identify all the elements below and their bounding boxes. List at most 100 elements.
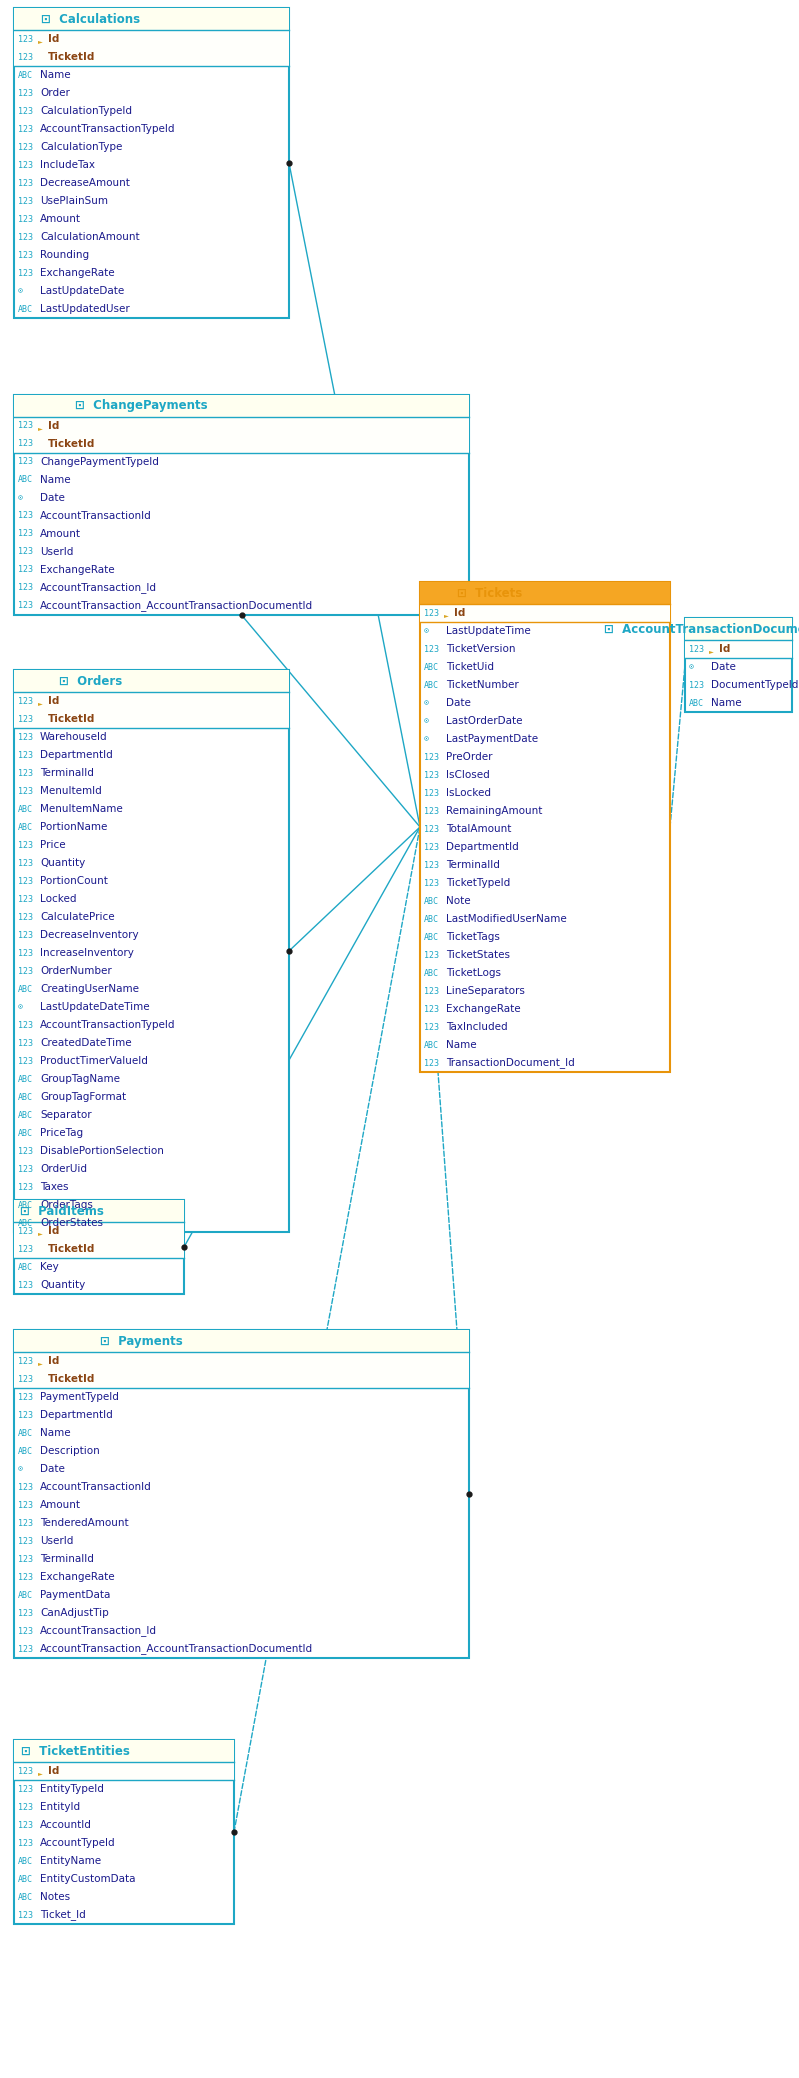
Text: AccountId: AccountId (40, 1820, 92, 1831)
Bar (420, 582, 670, 605)
Text: TerminalId: TerminalId (446, 860, 500, 871)
Text: ABC: ABC (18, 823, 33, 831)
Text: ABC: ABC (18, 1263, 33, 1272)
Text: 123: 123 (18, 840, 33, 850)
Text: TransactionDocument_Id: TransactionDocument_Id (446, 1058, 574, 1068)
Bar (14, 395, 469, 418)
Text: 123: 123 (18, 233, 33, 241)
Text: ABC: ABC (18, 1110, 33, 1120)
Text: 123: 123 (18, 197, 33, 206)
Bar (14, 1199, 184, 1295)
Text: IncreaseInventory: IncreaseInventory (40, 948, 134, 958)
Bar (420, 582, 670, 1072)
Text: LastModifiedUserName: LastModifiedUserName (446, 914, 566, 925)
Text: LastUpdateDate: LastUpdateDate (40, 287, 125, 295)
Text: 123: 123 (18, 143, 33, 152)
Bar (14, 692, 289, 727)
Text: MenuItemName: MenuItemName (40, 804, 123, 815)
Text: DepartmentId: DepartmentId (40, 1411, 113, 1419)
Text: 123: 123 (689, 680, 704, 690)
Text: TicketTags: TicketTags (446, 933, 500, 941)
Text: ABC: ABC (18, 1446, 33, 1455)
Text: 123: 123 (18, 106, 33, 116)
Text: ExchangeRate: ExchangeRate (40, 565, 114, 576)
Text: Price: Price (40, 840, 66, 850)
Text: ABC: ABC (18, 1074, 33, 1083)
Text: DepartmentId: DepartmentId (40, 750, 113, 761)
Text: GroupTagFormat: GroupTagFormat (40, 1093, 126, 1101)
Text: ExchangeRate: ExchangeRate (446, 1004, 521, 1014)
Text: 123: 123 (18, 511, 33, 520)
Text: ABC: ABC (424, 968, 439, 977)
Text: 123: 123 (18, 251, 33, 260)
Bar (14, 669, 289, 692)
Text: AccountTransactionId: AccountTransactionId (40, 1482, 152, 1492)
Text: Name: Name (40, 1428, 70, 1438)
Text: ⊡  TicketEntities: ⊡ TicketEntities (21, 1746, 130, 1758)
Text: 123: 123 (18, 1519, 33, 1527)
Bar (14, 1199, 184, 1222)
Text: ABC: ABC (18, 985, 33, 993)
Text: EntityCustomData: EntityCustomData (40, 1874, 136, 1885)
Text: 123: 123 (18, 1020, 33, 1029)
Bar (420, 605, 670, 621)
Text: ⊙: ⊙ (424, 625, 429, 636)
Text: PriceTag: PriceTag (40, 1128, 83, 1139)
Text: ABC: ABC (18, 476, 33, 484)
Text: ABC: ABC (424, 933, 439, 941)
Text: 123: 123 (18, 160, 33, 170)
Text: 123: 123 (424, 1004, 439, 1014)
Text: 123: 123 (18, 858, 33, 867)
Text: 123: 123 (424, 825, 439, 833)
Text: ⊙: ⊙ (424, 717, 429, 725)
Text: Note: Note (446, 896, 471, 906)
Text: Ticket_Id: Ticket_Id (40, 1910, 85, 1920)
Text: 123: 123 (424, 860, 439, 869)
Text: 123: 123 (424, 987, 439, 995)
Text: IsLocked: IsLocked (446, 788, 491, 798)
Text: AccountTransactionId: AccountTransactionId (40, 511, 152, 522)
Text: ABC: ABC (18, 1218, 33, 1228)
Bar (14, 1762, 234, 1781)
Text: OrderUid: OrderUid (40, 1164, 87, 1174)
Text: Taxes: Taxes (40, 1182, 69, 1193)
Bar (685, 640, 792, 659)
Text: Date: Date (446, 698, 471, 709)
Text: Id: Id (48, 1226, 59, 1236)
Text: 123: 123 (18, 1820, 33, 1829)
Text: UsePlainSum: UsePlainSum (40, 195, 108, 206)
Bar (14, 1353, 469, 1388)
Text: UserId: UserId (40, 547, 74, 557)
Text: Quantity: Quantity (40, 1280, 85, 1290)
Text: DepartmentId: DepartmentId (446, 842, 519, 852)
Text: ►: ► (444, 613, 449, 619)
Text: Separator: Separator (40, 1110, 92, 1120)
Text: UserId: UserId (40, 1536, 74, 1546)
Text: ABC: ABC (18, 305, 33, 314)
Text: Key: Key (40, 1261, 59, 1272)
Text: 123: 123 (18, 1644, 33, 1654)
Bar (14, 8, 289, 318)
Text: AccountTransactionTypeId: AccountTransactionTypeId (40, 1020, 176, 1031)
Text: 123: 123 (18, 1357, 33, 1365)
Text: AccountTransaction_AccountTransactionDocumentId: AccountTransaction_AccountTransactionDoc… (40, 1644, 313, 1654)
Text: Id: Id (48, 33, 59, 44)
Text: 123: 123 (18, 1766, 33, 1775)
Text: 123: 123 (18, 1245, 33, 1253)
Text: 123: 123 (424, 644, 439, 652)
Bar (14, 29, 289, 66)
Text: LastUpdateDateTime: LastUpdateDateTime (40, 1002, 149, 1012)
Text: EntityId: EntityId (40, 1802, 80, 1812)
Text: 123: 123 (18, 894, 33, 904)
Text: 123: 123 (18, 1182, 33, 1191)
Text: ABC: ABC (424, 1041, 439, 1049)
Text: 123: 123 (18, 1500, 33, 1509)
Text: ⊡  PaidItems: ⊡ PaidItems (20, 1205, 104, 1218)
Text: 123: 123 (18, 1802, 33, 1812)
Text: CreatedDateTime: CreatedDateTime (40, 1039, 132, 1047)
Bar (14, 1739, 234, 1762)
Text: 123: 123 (18, 457, 33, 465)
Text: IsClosed: IsClosed (446, 771, 490, 779)
Text: 123: 123 (18, 1554, 33, 1563)
Text: 123: 123 (424, 842, 439, 852)
